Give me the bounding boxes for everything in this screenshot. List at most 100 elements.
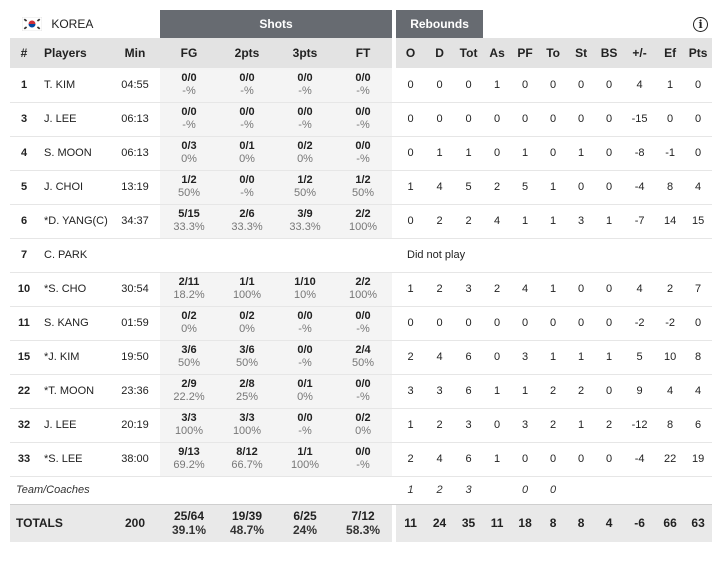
totals-3pts: 6/25 <box>293 509 317 524</box>
col-fg[interactable]: FG <box>160 38 219 68</box>
player-d: 0 <box>436 317 443 329</box>
player-pf: 0 <box>522 317 529 329</box>
player-d: 2 <box>436 215 443 227</box>
player-fg-pct: 22.2% <box>173 391 205 403</box>
col-min[interactable]: Min <box>110 38 161 68</box>
player-number: 32 <box>17 419 31 431</box>
player-name[interactable]: S. MOON <box>44 147 92 159</box>
team-o: 1 <box>407 484 414 496</box>
team-to: 0 <box>550 484 557 496</box>
player-row[interactable]: 4 S. MOON 06:13 0/3 0% 0/1 0% 0/2 0% 0/0 -% 0 1 1 0 1 0 1… <box>10 136 713 170</box>
player-tot: 0 <box>465 113 472 125</box>
player-3pts-pct: -% <box>298 323 312 335</box>
player-2pts-pct: 100% <box>232 425 262 437</box>
column-header-row: # Players Min FG 2pts 3pts FT O D Tot As… <box>10 38 713 68</box>
player-name[interactable]: C. PARK <box>44 249 88 261</box>
player-3pts: 1/10 <box>294 276 316 288</box>
player-name[interactable]: J. LEE <box>44 419 77 431</box>
player-name[interactable]: *J. KIM <box>44 351 80 363</box>
player-minutes: 06:13 <box>121 147 149 159</box>
player-row[interactable]: 15 *J. KIM 19:50 3/6 50% 3/6 50% 0/0 -% 2/4 50% 2 4 6… <box>10 340 713 374</box>
col-d[interactable]: D <box>425 38 455 68</box>
col-2pts[interactable]: 2pts <box>218 38 277 68</box>
player-fg-pct: 69.2% <box>173 459 205 471</box>
col-3pts[interactable]: 3pts <box>276 38 335 68</box>
col-o[interactable]: O <box>396 38 426 68</box>
player-2pts: 3/3 <box>239 412 255 424</box>
player-ft-pct: -% <box>356 153 370 165</box>
player-row[interactable]: 1 T. KIM 04:55 0/0 -% 0/0 -% 0/0 -% 0/0 -% 0 0 0 1 0 0 0 0… <box>10 68 713 102</box>
player-minutes: 13:19 <box>121 181 149 193</box>
col-ef[interactable]: Ef <box>656 38 685 68</box>
col-pts[interactable]: Pts <box>684 38 713 68</box>
player-row[interactable]: 10 *S. CHO 30:54 2/11 18.2% 1/1 100% 1/10 10% 2/2… <box>10 272 713 306</box>
player-pts: 4 <box>695 385 702 397</box>
player-3pts: 0/0 <box>297 412 313 424</box>
player-fg-pct: -% <box>182 119 196 131</box>
team-coaches-label: Team/Coaches <box>16 484 90 496</box>
player-name[interactable]: J. CHOI <box>44 181 84 193</box>
player-name[interactable]: *T. MOON <box>44 385 95 397</box>
player-fg-pct: 33.3% <box>173 221 205 233</box>
player-2pts: 0/0 <box>239 71 255 84</box>
col-bs[interactable]: BS <box>595 38 624 68</box>
player-3pts-pct: 0% <box>297 391 313 403</box>
player-to: 0 <box>550 453 557 465</box>
player-tot: 0 <box>465 317 472 329</box>
player-row[interactable]: 6 *D. YANG(C) 34:37 5/15 33.3% 2/6 33.3% 3/9 33.… <box>10 204 713 238</box>
player-row[interactable]: 33 *S. LEE 38:00 9/13 69.2% 8/12 66.7% 1/1 100% 0… <box>10 442 713 476</box>
player-as: 1 <box>494 453 501 465</box>
player-name[interactable]: J. LEE <box>44 113 77 125</box>
player-tot: 5 <box>465 181 472 193</box>
player-2pts-cell: 2/8 25% <box>218 374 277 408</box>
player-name[interactable]: *D. YANG(C) <box>44 215 108 227</box>
player-plus-minus: -2 <box>634 317 645 329</box>
totals-2pts: 19/39 <box>232 509 263 524</box>
info-icon[interactable]: i <box>693 17 709 32</box>
totals-pts: 63 <box>691 516 705 531</box>
player-3pts: 0/0 <box>297 106 313 118</box>
player-st: 0 <box>578 317 585 329</box>
col-tot[interactable]: Tot <box>454 38 484 68</box>
player-rows: 1 T. KIM 04:55 0/0 -% 0/0 -% 0/0 -% 0/0 -% 0 0 0 1 0 0 0 0… <box>10 68 713 476</box>
player-2pts-cell: 1/1 100% <box>218 272 277 306</box>
totals-bs: 4 <box>605 516 613 531</box>
player-row[interactable]: 5 J. CHOI 13:19 1/2 50% 0/0 -% 1/2 50% 1/2 50% 1 4 5 2… <box>10 170 713 204</box>
player-row[interactable]: 22 *T. MOON 23:36 2/9 22.2% 2/8 25% 0/1 0% 0/0 -% 3… <box>10 374 713 408</box>
player-name[interactable]: T. KIM <box>44 78 76 91</box>
player-plus-minus: 5 <box>636 351 643 363</box>
player-name[interactable]: S. KANG <box>44 317 89 329</box>
player-2pts-cell: 3/6 50% <box>218 340 277 374</box>
col-to[interactable]: To <box>539 38 568 68</box>
col-ft[interactable]: FT <box>334 38 393 68</box>
player-row[interactable]: 3 J. LEE 06:13 0/0 -% 0/0 -% 0/0 -% 0/0 -% 0 0 0 0 0 0 0 0… <box>10 102 713 136</box>
player-2pts-cell: 8/12 66.7% <box>218 442 277 476</box>
player-row[interactable]: 32 J. LEE 20:19 3/3 100% 3/3 100% 0/0 -% 0/2 0% 1 2 3… <box>10 408 713 442</box>
player-pts: 6 <box>695 419 702 431</box>
player-2pts-cell: 0/0 -% <box>218 102 277 136</box>
player-pf: 1 <box>522 147 529 159</box>
player-2pts: 0/2 <box>239 310 255 322</box>
player-plus-minus: -4 <box>634 453 645 465</box>
player-2pts: 8/12 <box>236 446 258 458</box>
player-minutes: 20:19 <box>121 419 149 431</box>
player-row[interactable]: 7 C. PARK Did not play <box>10 238 713 272</box>
col-pf[interactable]: PF <box>511 38 540 68</box>
player-3pts-cell: 0/0 -% <box>276 408 335 442</box>
col-players[interactable]: Players <box>38 38 110 68</box>
col-num[interactable]: # <box>10 38 38 68</box>
player-to: 0 <box>550 317 557 329</box>
col-as[interactable]: As <box>483 38 512 68</box>
player-ft-cell: 0/0 -% <box>334 374 393 408</box>
player-pts: 0 <box>695 78 702 91</box>
totals-label: TOTALS <box>16 516 63 531</box>
col-plus-minus[interactable]: +/- <box>623 38 657 68</box>
player-name[interactable]: *S. LEE <box>44 453 83 465</box>
player-2pts-pct: 50% <box>236 357 259 369</box>
player-o: 1 <box>407 419 414 431</box>
player-row[interactable]: 11 S. KANG 01:59 0/2 0% 0/2 0% 0/0 -% 0/0 -% 0 0 0 0 0 0… <box>10 306 713 340</box>
col-st[interactable]: St <box>567 38 596 68</box>
player-name[interactable]: *S. CHO <box>44 283 87 295</box>
player-as: 0 <box>494 419 501 431</box>
